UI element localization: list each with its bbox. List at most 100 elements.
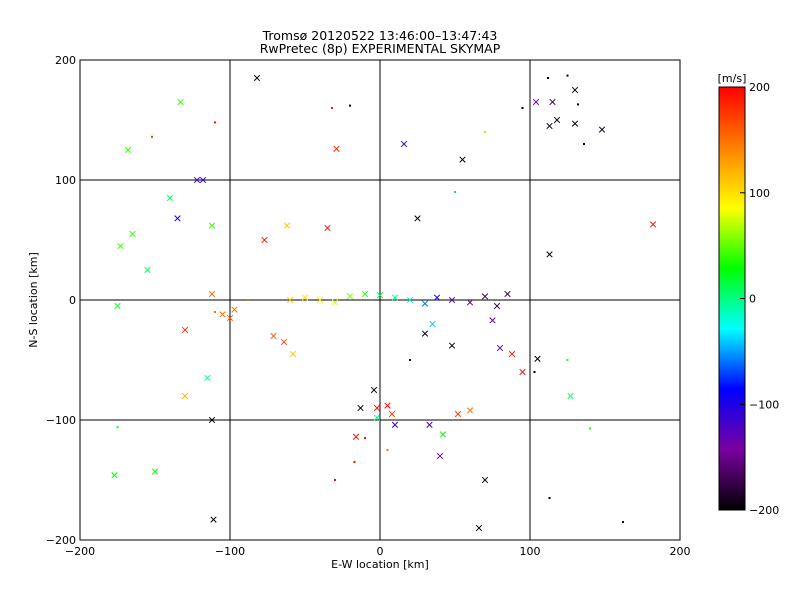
scatter-point xyxy=(534,355,541,362)
scatter-point xyxy=(352,433,360,440)
scatter-point xyxy=(208,222,216,229)
scatter-point xyxy=(324,224,331,232)
scatter-point xyxy=(409,359,411,361)
scatter-point xyxy=(546,122,553,130)
y-tick-label: −100 xyxy=(46,414,76,427)
scatter-point xyxy=(493,302,501,310)
scatter-point xyxy=(386,449,389,451)
scatter-point xyxy=(353,461,356,463)
scatter-point xyxy=(414,215,421,222)
scatter-point xyxy=(549,98,556,106)
scatter-point xyxy=(129,230,136,238)
scatter-point xyxy=(475,524,483,532)
scatter-point xyxy=(489,317,496,324)
scatter-point xyxy=(364,437,366,439)
colorbar-tick-label: 100 xyxy=(749,187,770,200)
x-tick-label: 200 xyxy=(670,545,691,558)
scatter-point xyxy=(373,414,381,421)
scatter-point xyxy=(166,194,174,202)
scatter-point xyxy=(208,290,216,298)
y-tick-label: 100 xyxy=(55,174,76,187)
colorbar-tick-label: −200 xyxy=(749,504,779,517)
scatter-point xyxy=(548,497,551,499)
grid-lines xyxy=(80,60,680,540)
scatter-point xyxy=(357,404,364,412)
scatter-point xyxy=(226,314,234,322)
scatter-point xyxy=(214,311,216,313)
scatter-point xyxy=(253,74,261,82)
x-tick-label: −100 xyxy=(215,545,245,558)
scatter-point xyxy=(208,416,216,424)
x-tick-label: 100 xyxy=(520,545,541,558)
colorbar-ticks: 200 100 0 −100 −200 xyxy=(740,81,779,517)
scatter-point xyxy=(117,242,124,250)
scatter-point xyxy=(391,421,399,428)
scatter-point xyxy=(193,176,201,184)
scatter-point xyxy=(448,342,456,349)
axis-ticks: −200 −100 0 100 200 −200 −100 0 100 200 xyxy=(46,54,691,558)
scatter-point xyxy=(567,392,574,400)
colorbar-tick-label: 0 xyxy=(749,293,756,306)
scatter-point xyxy=(181,392,189,400)
scatter-point xyxy=(151,135,153,138)
scatter-point xyxy=(111,472,118,479)
x-tick-label: 0 xyxy=(377,545,384,558)
scatter-point xyxy=(571,86,579,94)
scatter-point xyxy=(316,296,324,304)
scatter-point xyxy=(333,145,340,152)
scatter-point xyxy=(433,294,441,301)
scatter-point xyxy=(454,191,456,193)
scatter-point xyxy=(508,350,516,358)
y-tick-label: 200 xyxy=(55,54,76,67)
scatter-point xyxy=(481,293,489,300)
scatter-point xyxy=(484,131,486,133)
scatter-point xyxy=(331,107,333,109)
scatter-point xyxy=(466,407,474,414)
scatter-point xyxy=(373,404,381,412)
colorbar-label: [m/s] xyxy=(718,72,747,85)
scatter-point xyxy=(370,386,378,394)
scatter-point xyxy=(426,421,433,428)
scatter-point xyxy=(532,98,540,106)
scatter-point xyxy=(448,296,456,304)
scatter-point xyxy=(406,296,414,304)
scatter-point xyxy=(546,251,553,258)
scatter-point xyxy=(114,302,121,310)
scatter-point xyxy=(566,74,569,77)
scatter-point xyxy=(376,292,384,299)
scatter-point xyxy=(384,402,391,409)
scatter-point xyxy=(199,176,207,184)
scatter-point xyxy=(454,410,462,418)
scatter-point xyxy=(481,476,489,484)
scatter-point xyxy=(219,311,226,318)
scatter-point xyxy=(286,296,294,304)
chart-subtitle: RwPretec (8p) EXPERIMENTAL SKYMAP xyxy=(260,41,501,56)
scatter-point xyxy=(144,266,151,274)
scatter-point xyxy=(533,371,536,373)
scatter-point xyxy=(436,452,444,460)
scatter-point xyxy=(174,215,181,222)
scatter-point xyxy=(331,299,339,306)
scatter-point xyxy=(270,332,277,340)
y-tick-label: 0 xyxy=(69,294,76,307)
scatter-point xyxy=(361,290,369,298)
scatter-point xyxy=(459,156,466,163)
scatter-point xyxy=(124,146,132,154)
scatter-point xyxy=(261,236,268,244)
y-axis-label: N-S location [km] xyxy=(27,252,40,348)
scatter-point xyxy=(547,77,549,79)
scatter-point xyxy=(334,479,336,481)
scatter-point xyxy=(151,468,159,475)
scatter-point xyxy=(519,368,526,376)
scatter-point xyxy=(622,521,624,523)
scatter-point xyxy=(598,126,606,133)
scatter-point xyxy=(577,103,579,106)
scatter-point xyxy=(280,338,288,346)
scatter-point xyxy=(349,104,351,107)
y-tick-label: −200 xyxy=(46,534,76,547)
scatter-point xyxy=(177,98,184,106)
scatter-point xyxy=(504,290,511,298)
scatter-point xyxy=(649,221,657,228)
